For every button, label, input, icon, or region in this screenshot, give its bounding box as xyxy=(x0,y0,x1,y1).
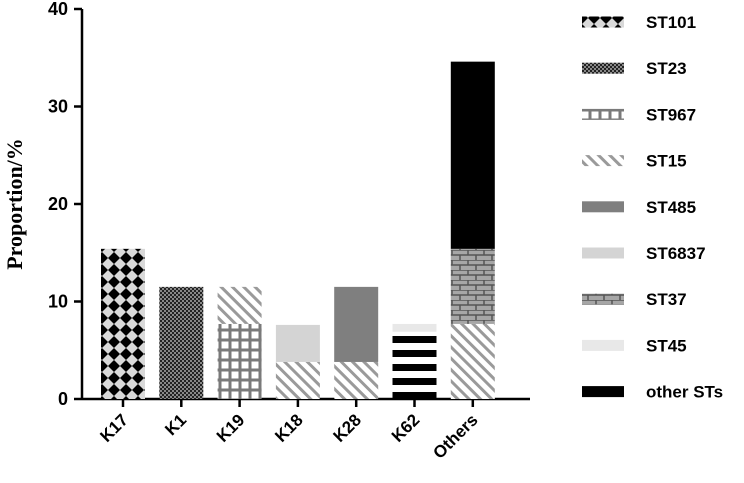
y-tick-label: 0 xyxy=(58,389,68,409)
legend-label-st23: ST23 xyxy=(646,59,687,78)
y-tick-label: 30 xyxy=(48,97,68,117)
y-axis-title: Proportion/% xyxy=(2,138,27,270)
bar-segment-st23-k1 xyxy=(159,286,204,399)
x-labels: K17 K1 K19 K18 K28 K62 Others xyxy=(96,410,481,462)
bar-segment-st15-k18 xyxy=(275,361,320,399)
x-tick-label-k17: K17 xyxy=(96,410,131,445)
bar-segment-other-sts-others xyxy=(450,61,495,249)
legend-swatch-st23 xyxy=(582,62,624,74)
x-tick-label-others: Others xyxy=(429,410,481,462)
x-tick-label-k19: K19 xyxy=(213,410,248,445)
bar-segment-k62-very-light-gray xyxy=(392,323,437,332)
legend-swatch-st485 xyxy=(582,201,624,213)
legend-label-st45: ST45 xyxy=(646,336,687,355)
legend-swatch-st101 xyxy=(582,16,624,28)
bar-segment-k62-horizontal-stripes xyxy=(392,331,437,399)
legend-swatch-st6837 xyxy=(582,247,624,259)
bar-segment-st485-k28 xyxy=(334,286,379,362)
bar-segment-st15-others xyxy=(450,323,495,399)
y-tick-label: 10 xyxy=(48,292,68,312)
bar-segment-st15-k19 xyxy=(217,286,262,324)
legend-swatch-st15 xyxy=(582,155,624,167)
bar-segment-st967-k19 xyxy=(217,323,262,399)
y-tick-label: 20 xyxy=(48,194,68,214)
legend-swatch-other-sts xyxy=(582,386,624,398)
x-tick-label-k1: K1 xyxy=(161,410,190,439)
legend-label-st101: ST101 xyxy=(646,13,696,32)
x-tick-label-k18: K18 xyxy=(271,410,306,445)
bar-segment-st101-k17 xyxy=(101,248,145,399)
legend: ST101 ST23 ST967 ST15 ST485 ST6837 ST37 ST45 oth… xyxy=(582,13,723,402)
y-tick-label: 40 xyxy=(48,0,68,19)
y-ticks: 0 10 20 30 40 xyxy=(48,0,82,409)
legend-label-st6837: ST6837 xyxy=(646,244,706,263)
legend-label-st15: ST15 xyxy=(646,152,687,171)
legend-label-other-sts: other STs xyxy=(646,383,723,402)
bar-segment-st15-k28 xyxy=(334,361,379,399)
x-tick-label-k62: K62 xyxy=(388,410,423,445)
x-tick-label-k28: K28 xyxy=(330,410,365,445)
legend-swatch-st37 xyxy=(582,293,624,305)
bars xyxy=(101,61,495,407)
legend-swatch-st967 xyxy=(582,108,624,120)
legend-swatch-st45 xyxy=(582,339,624,351)
legend-label-st485: ST485 xyxy=(646,198,696,217)
bar-segment-st6837-k18 xyxy=(275,324,320,362)
bar-segment-st37-others xyxy=(450,248,495,324)
legend-label-st37: ST37 xyxy=(646,290,687,309)
legend-label-st967: ST967 xyxy=(646,105,696,124)
